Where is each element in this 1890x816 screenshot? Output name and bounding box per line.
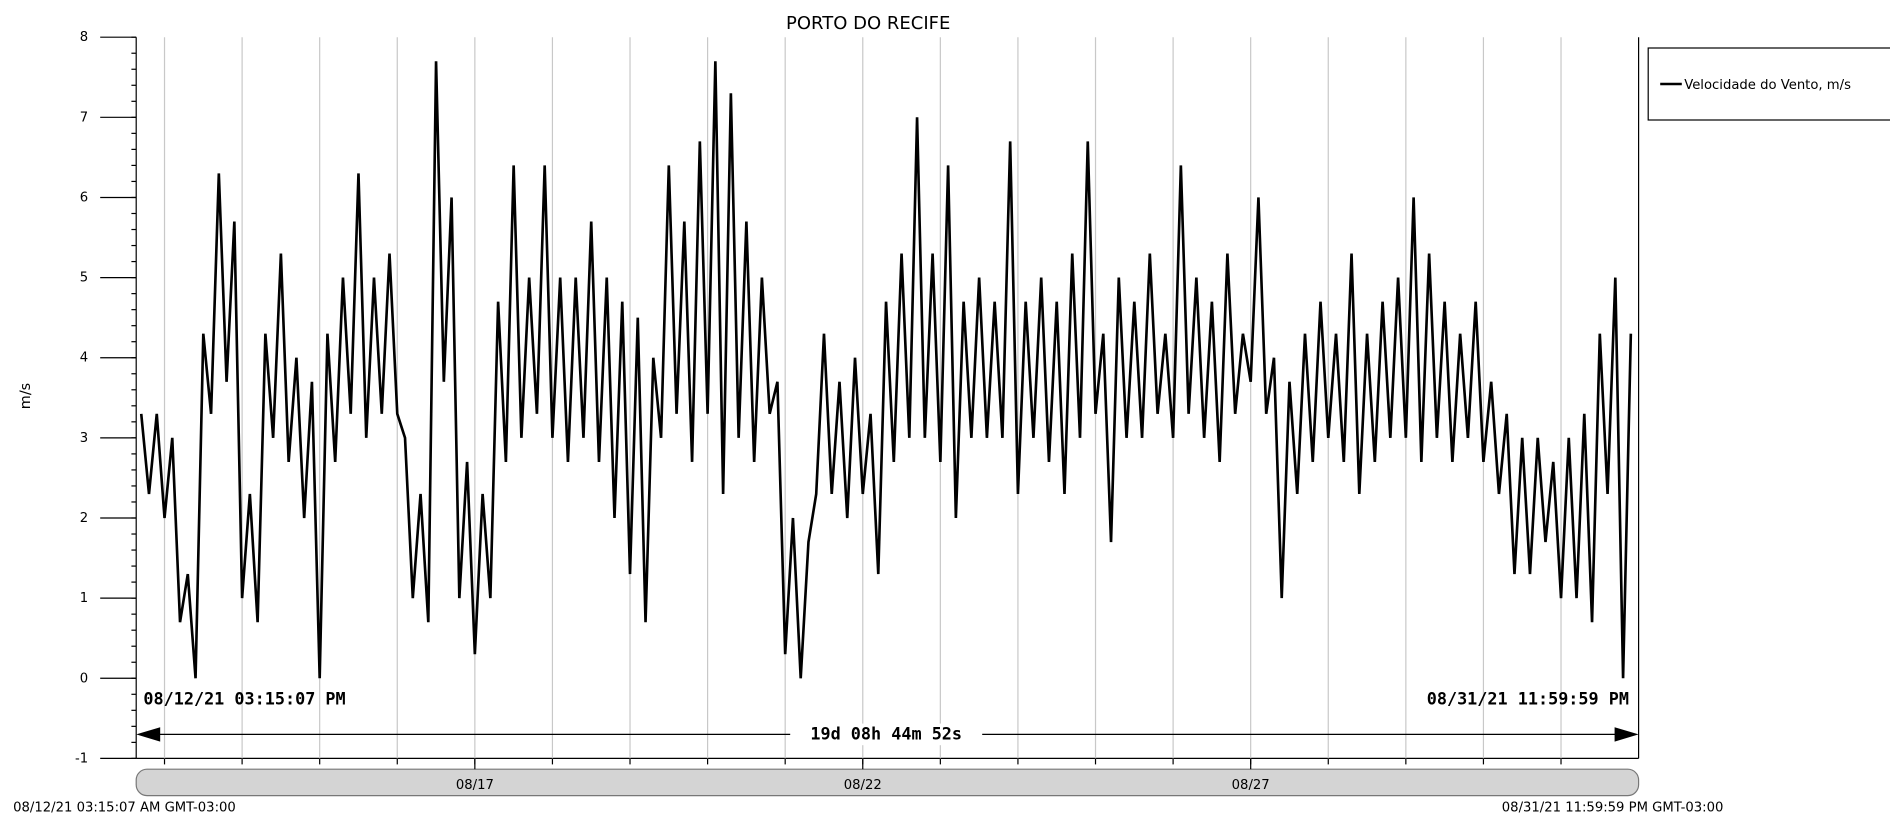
end-label: 08/31/21 11:59:59 PM [1427,689,1629,709]
y-tick-label: -1 [75,751,88,766]
y-tick-label: 5 [80,271,88,286]
span-arrow-left [136,727,161,742]
x-tick-label: 08/22 [844,778,882,793]
range-end-label: 08/31/21 11:59:59 PM GMT-03:00 [1502,801,1724,816]
start-label: 08/12/21 03:15:07 PM [143,689,345,709]
chart-title: PORTO DO RECIFE [786,13,950,34]
span-label-bg [790,723,983,746]
y-axis-label: m/s [18,383,34,409]
y-tick-label: 4 [80,351,88,366]
x-tick-label: 08/17 [456,778,494,793]
x-tick-label: 08/27 [1232,778,1270,793]
y-tick-label: 8 [80,30,88,45]
y-tick-label: 0 [80,671,88,686]
y-tick-label: 2 [80,511,88,526]
legend-label: Velocidade do Vento, m/s [1684,78,1851,93]
y-tick-label: 3 [80,431,88,446]
range-start-label: 08/12/21 03:15:07 AM GMT-03:00 [13,801,236,816]
y-tick-label: 1 [80,591,88,606]
span-arrow-right [1614,727,1639,742]
range-bar[interactable] [135,768,1640,797]
data-line [139,61,1633,679]
legend [1647,47,1890,121]
y-tick-label: 7 [80,110,88,125]
span-label: 19d 08h 44m 52s [810,723,962,743]
y-tick-label: 6 [80,190,88,205]
